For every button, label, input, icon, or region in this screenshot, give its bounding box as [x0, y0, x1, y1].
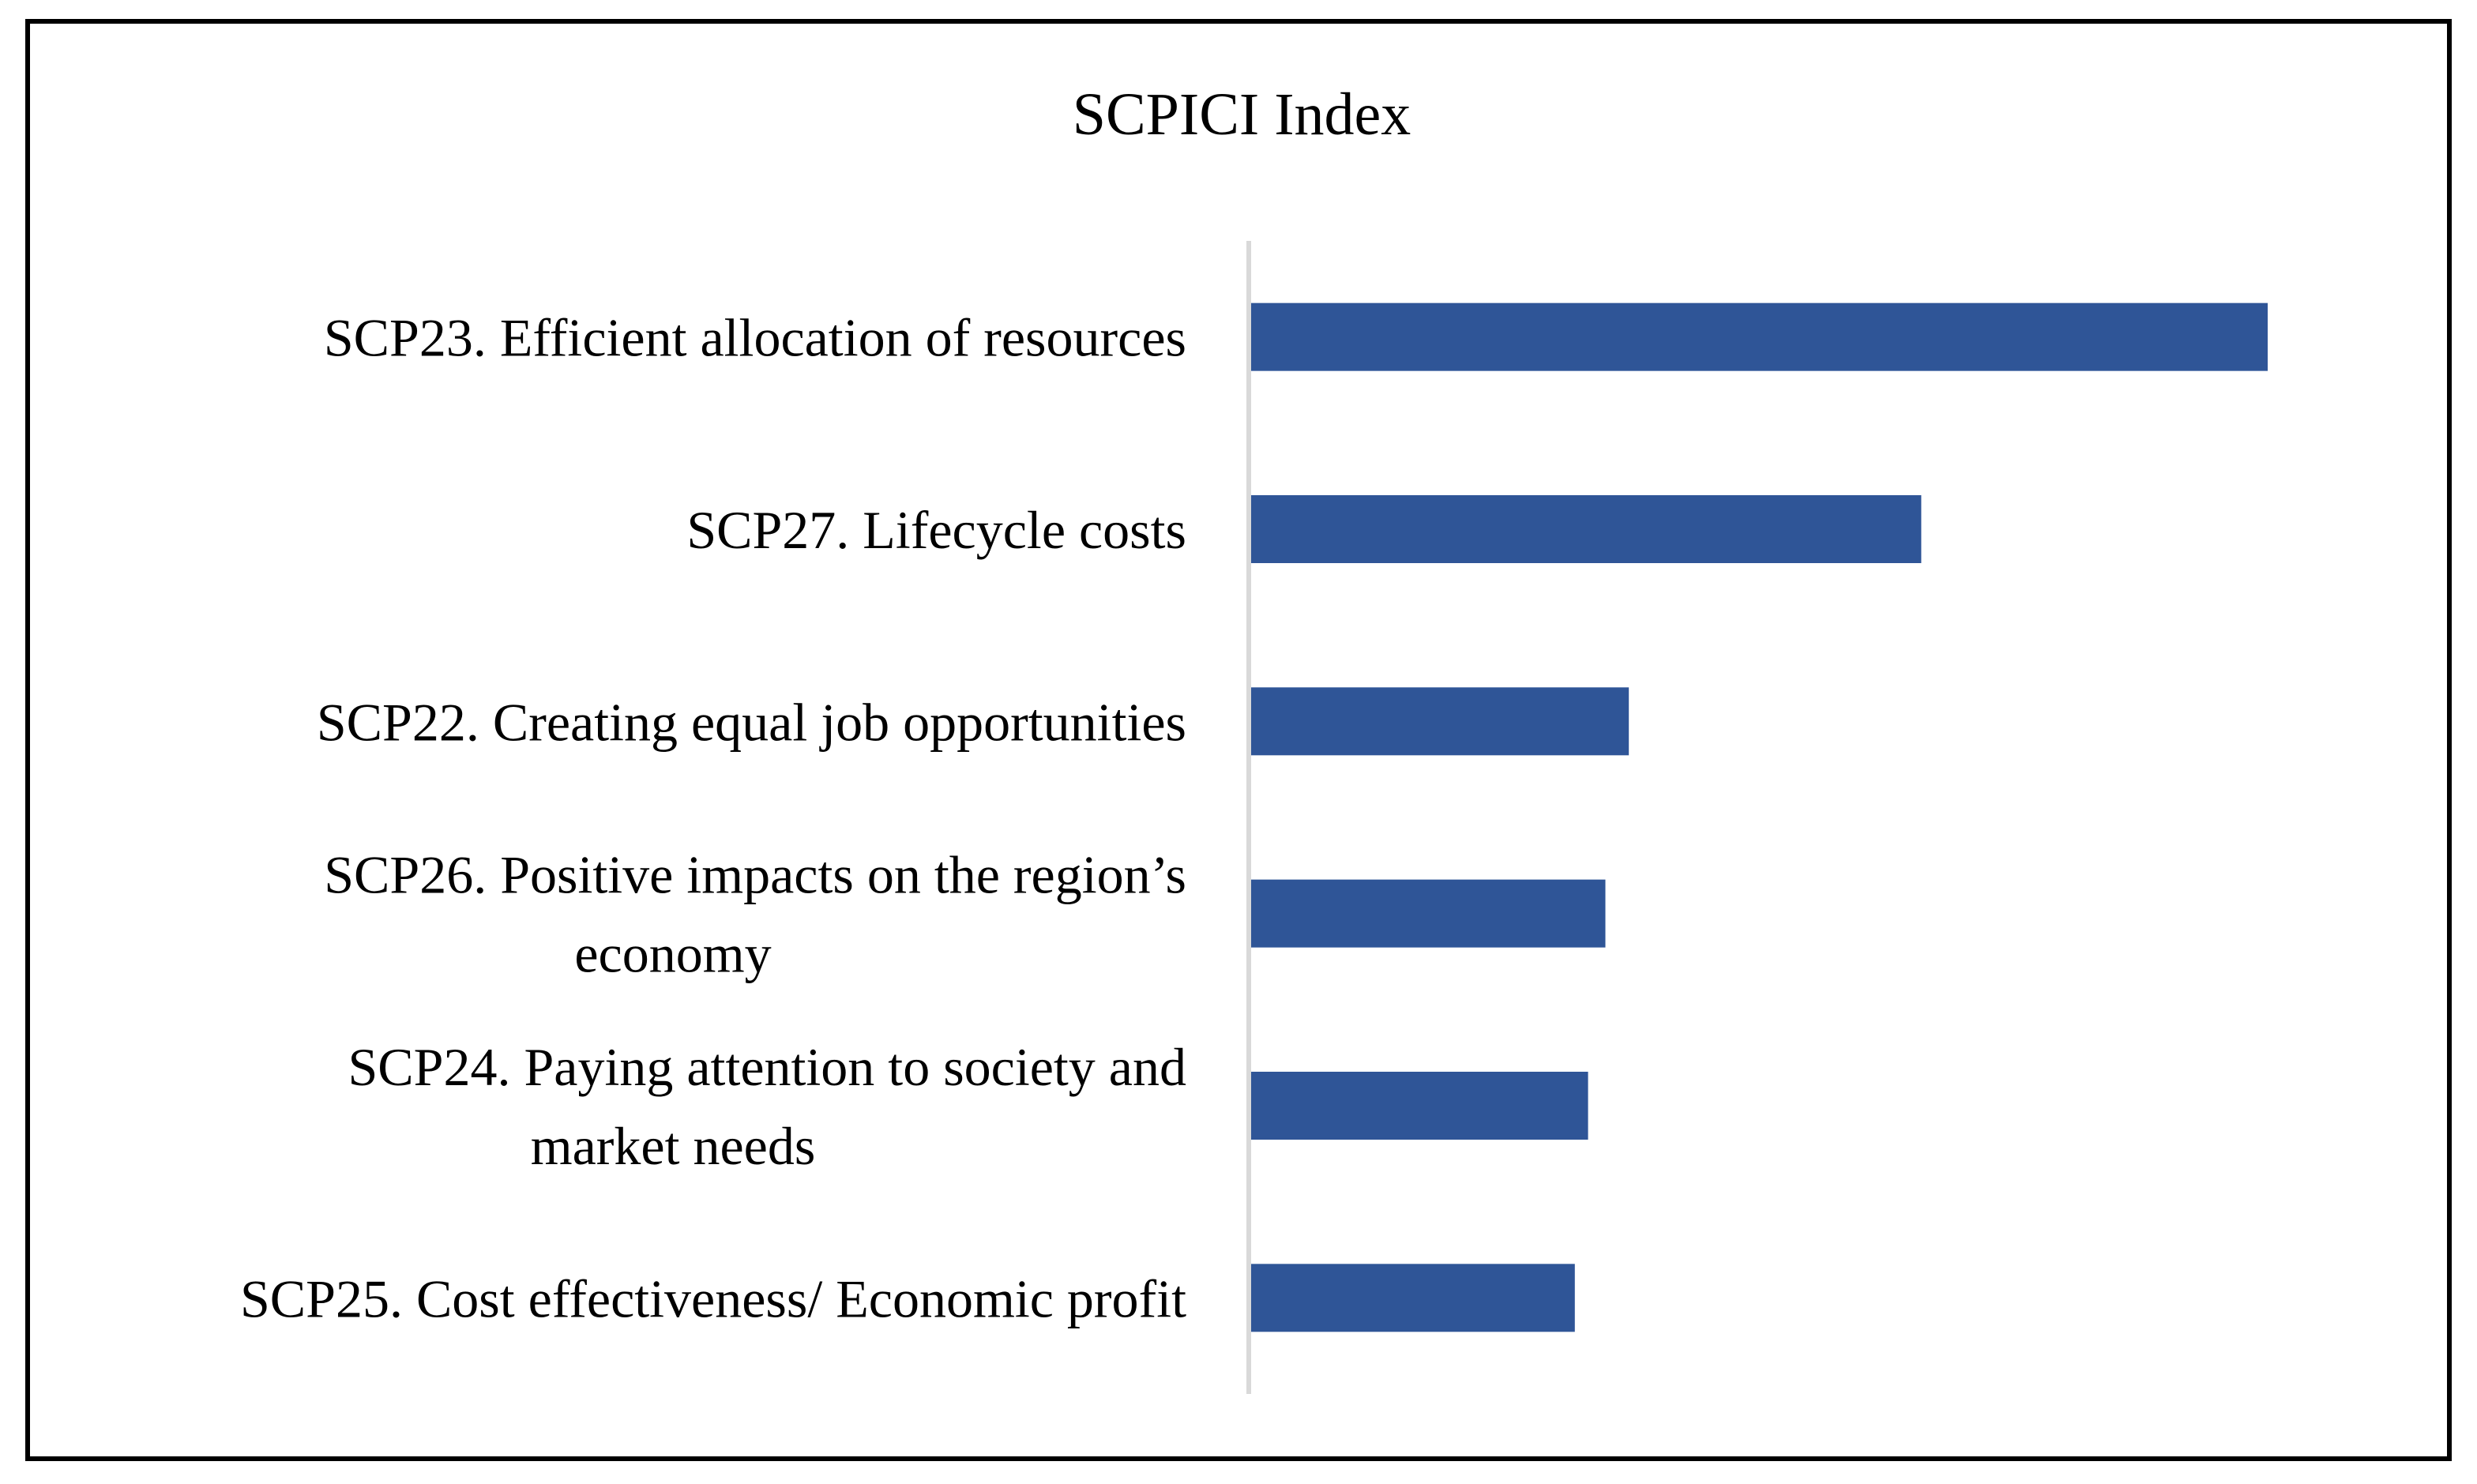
bar-1	[1249, 302, 2268, 371]
bar-group	[1249, 302, 2268, 1332]
category-label-6: SCP25. Cost effectiveness/ Economic prof…	[240, 1268, 1186, 1328]
category-label-4-line-1: SCP26. Positive impacts on the region’s	[324, 845, 1186, 905]
bar-2	[1249, 495, 1922, 563]
category-label-4-line-2: economy	[574, 924, 771, 984]
category-label-6-line-1: SCP25. Cost effectiveness/ Economic prof…	[240, 1268, 1186, 1328]
category-label-2-line-1: SCP27. Lifecycle costs	[686, 500, 1186, 560]
category-label-1-line-1: SCP23. Efficient allocation of resources	[324, 308, 1186, 368]
chart-title: SCPICI Index	[1073, 81, 1411, 148]
category-label-5-line-1: SCP24. Paying attention to society and	[348, 1037, 1186, 1097]
category-label-4: SCP26. Positive impacts on the region’s e…	[324, 845, 1186, 984]
category-label-3-line-1: SCP22. Creating equal job opportunities	[317, 692, 1186, 752]
category-label-group: SCP23. Efficient allocation of resources…	[240, 308, 1186, 1329]
bar-3	[1249, 687, 1629, 756]
category-label-5: SCP24. Paying attention to society and ma…	[348, 1037, 1186, 1176]
bar-6	[1249, 1264, 1575, 1332]
bar-4	[1249, 879, 1606, 948]
category-label-3: SCP22. Creating equal job opportunities	[317, 692, 1186, 752]
chart-frame	[25, 19, 2452, 1461]
category-label-5-line-2: market needs	[531, 1116, 816, 1176]
bar-5	[1249, 1072, 1588, 1140]
category-label-2: SCP27. Lifecycle costs	[686, 500, 1186, 560]
category-label-1: SCP23. Efficient allocation of resources	[324, 308, 1186, 368]
